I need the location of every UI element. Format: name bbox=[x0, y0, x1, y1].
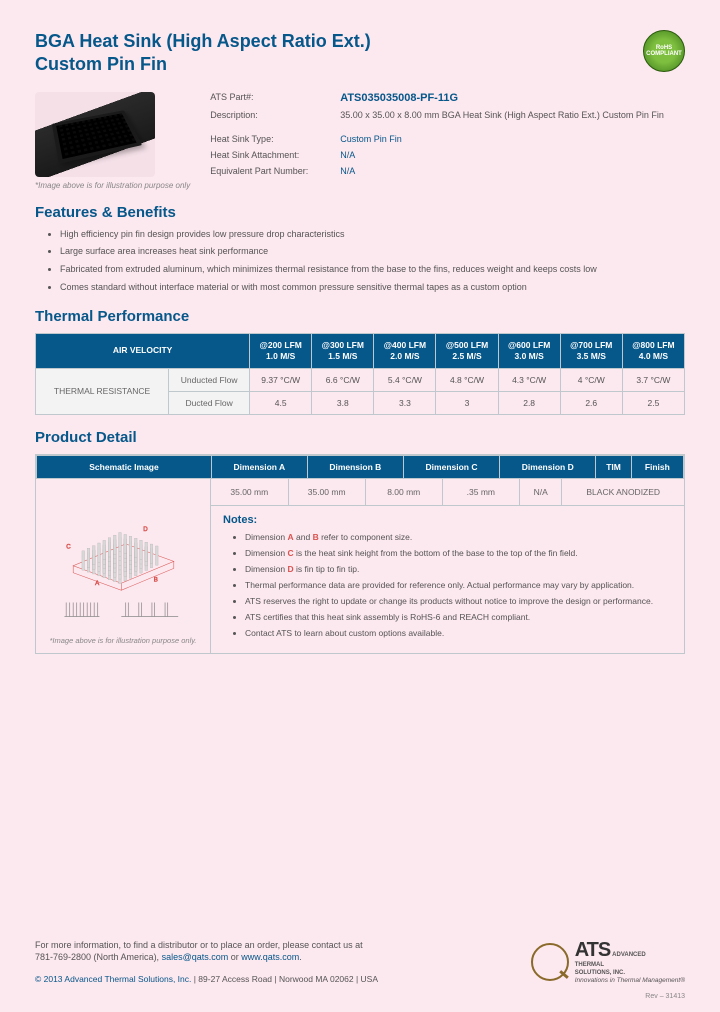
feature-item: High efficiency pin fin design provides … bbox=[60, 229, 685, 241]
detail-header: TIM bbox=[596, 455, 631, 478]
attach-value: N/A bbox=[340, 150, 355, 160]
dim-a-value: 35.00 mm bbox=[211, 479, 288, 506]
desc-label: Description: bbox=[210, 110, 340, 120]
feature-item: Fabricated from extruded aluminum, which… bbox=[60, 264, 685, 276]
unducted-label: Unducted Flow bbox=[169, 368, 250, 391]
dim-b-value: 35.00 mm bbox=[288, 479, 365, 506]
thermal-cell: 4.8 °C/W bbox=[436, 368, 498, 391]
features-list: High efficiency pin fin design provides … bbox=[35, 229, 685, 294]
thermal-cell: 5.4 °C/W bbox=[374, 368, 436, 391]
detail-header: Dimension A bbox=[212, 455, 308, 478]
part-value: ATS035035008-PF-11G bbox=[340, 92, 458, 104]
page-title: BGA Heat Sink (High Aspect Ratio Ext.) C… bbox=[35, 30, 371, 77]
detail-header: Dimension D bbox=[500, 455, 596, 478]
title-line2: Custom Pin Fin bbox=[35, 53, 371, 76]
dim-d-value: .35 mm bbox=[442, 479, 519, 506]
ats-logo: ATS ADVANCEDTHERMALSOLUTIONS, INC. Innov… bbox=[531, 939, 685, 984]
web-link[interactable]: www.qats.com bbox=[241, 952, 299, 962]
detail-header: Dimension B bbox=[307, 455, 403, 478]
attach-label: Heat Sink Attachment: bbox=[210, 150, 340, 160]
thermal-cell: 9.37 °C/W bbox=[250, 368, 312, 391]
svg-text:A: A bbox=[95, 580, 100, 587]
thermal-table: AIR VELOCITY @200 LFM1.0 M/S @300 LFM1.5… bbox=[35, 333, 685, 415]
col-header: @700 LFM3.5 M/S bbox=[560, 333, 622, 368]
note-item: ATS certifies that this heat sink assemb… bbox=[245, 612, 672, 623]
image-caption: *Image above is for illustration purpose… bbox=[35, 181, 190, 190]
dim-c-value: 8.00 mm bbox=[365, 479, 442, 506]
thermal-resistance-label: THERMAL RESISTANCE bbox=[36, 368, 169, 414]
spec-table: ATS Part#:ATS035035008-PF-11G Descriptio… bbox=[210, 92, 685, 190]
thermal-cell: 6.6 °C/W bbox=[312, 368, 374, 391]
notes-title: Notes: bbox=[223, 514, 672, 526]
detail-header: Schematic Image bbox=[37, 455, 212, 478]
product-image-block: *Image above is for illustration purpose… bbox=[35, 92, 190, 190]
thermal-cell: 3.3 bbox=[374, 391, 436, 414]
note-item: Thermal performance data are provided fo… bbox=[245, 580, 672, 591]
thermal-cell: 4 °C/W bbox=[560, 368, 622, 391]
svg-text:D: D bbox=[143, 525, 148, 532]
note-item: Contact ATS to learn about custom option… bbox=[245, 628, 672, 639]
col-header: @500 LFM2.5 M/S bbox=[436, 333, 498, 368]
thermal-cell: 4.3 °C/W bbox=[498, 368, 560, 391]
rohs-badge-icon: RoHS COMPLIANT bbox=[643, 30, 685, 72]
thermal-cell: 2.6 bbox=[560, 391, 622, 414]
title-line1: BGA Heat Sink (High Aspect Ratio Ext.) bbox=[35, 30, 371, 53]
thermal-cell: 3.7 °C/W bbox=[622, 368, 684, 391]
type-label: Heat Sink Type: bbox=[210, 134, 340, 144]
equiv-label: Equivalent Part Number: bbox=[210, 166, 340, 176]
col-header: @200 LFM1.0 M/S bbox=[250, 333, 312, 368]
svg-text:B: B bbox=[153, 576, 157, 583]
thermal-cell: 2.8 bbox=[498, 391, 560, 414]
ducted-label: Ducted Flow bbox=[169, 391, 250, 414]
note-item: ATS reserves the right to update or chan… bbox=[245, 596, 672, 607]
finish-value: BLACK ANODIZED bbox=[562, 479, 684, 506]
q-logo-icon bbox=[531, 943, 569, 981]
heatsink-photo bbox=[35, 92, 155, 177]
detail-header: Dimension C bbox=[403, 455, 499, 478]
type-value: Custom Pin Fin bbox=[340, 134, 402, 144]
col-header: @600 LFM3.0 M/S bbox=[498, 333, 560, 368]
thermal-cell: 3 bbox=[436, 391, 498, 414]
svg-text:C: C bbox=[66, 543, 71, 550]
email-link[interactable]: sales@qats.com bbox=[162, 952, 229, 962]
col-header: @800 LFM4.0 M/S bbox=[622, 333, 684, 368]
col-header: @300 LFM1.5 M/S bbox=[312, 333, 374, 368]
notes-block: Notes: Dimension A and B refer to compon… bbox=[211, 506, 684, 652]
thermal-cell: 3.8 bbox=[312, 391, 374, 414]
note-item: Dimension A and B refer to component siz… bbox=[245, 532, 672, 543]
feature-item: Comes standard without interface materia… bbox=[60, 282, 685, 294]
schematic-diagram-icon: A B C D bbox=[46, 487, 201, 627]
note-item: Dimension D is fin tip to fin tip. bbox=[245, 564, 672, 575]
detail-header: Finish bbox=[631, 455, 683, 478]
feature-item: Large surface area increases heat sink p… bbox=[60, 246, 685, 258]
schematic-caption: *Image above is for illustration purpose… bbox=[44, 636, 202, 645]
part-label: ATS Part#: bbox=[210, 92, 340, 104]
features-heading: Features & Benefits bbox=[35, 204, 685, 221]
desc-value: 35.00 x 35.00 x 8.00 mm BGA Heat Sink (H… bbox=[340, 110, 664, 120]
revision-text: Rev – 31413 bbox=[645, 993, 685, 1000]
schematic-cell: A B C D *Image above is for illustration bbox=[36, 479, 211, 653]
thermal-cell: 4.5 bbox=[250, 391, 312, 414]
thermal-heading: Thermal Performance bbox=[35, 308, 685, 325]
note-item: Dimension C is the heat sink height from… bbox=[245, 548, 672, 559]
detail-table: Schematic Image Dimension A Dimension B … bbox=[35, 454, 685, 654]
thermal-cell: 2.5 bbox=[622, 391, 684, 414]
detail-heading: Product Detail bbox=[35, 429, 685, 446]
air-velocity-header: AIR VELOCITY bbox=[36, 333, 250, 368]
equiv-value: N/A bbox=[340, 166, 355, 176]
col-header: @400 LFM2.0 M/S bbox=[374, 333, 436, 368]
tim-value: N/A bbox=[519, 479, 562, 506]
